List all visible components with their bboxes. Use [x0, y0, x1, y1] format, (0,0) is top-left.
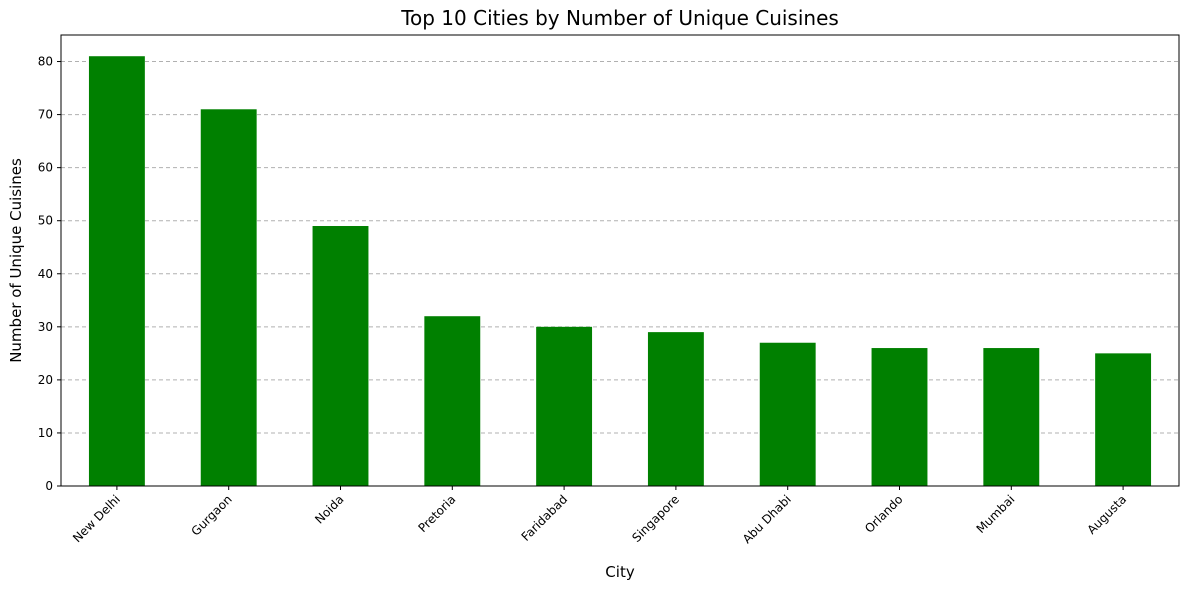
- x-tick-label: Gurgaon: [188, 492, 234, 538]
- bar: [871, 348, 928, 486]
- y-tick-label: 80: [38, 55, 53, 69]
- axes: [60, 34, 1180, 487]
- x-tick-label: Pretoria: [415, 492, 458, 535]
- chart-title: Top 10 Cities by Number of Unique Cuisin…: [400, 6, 839, 30]
- bar: [759, 342, 816, 486]
- x-tick-label: Mumbai: [974, 492, 1018, 536]
- y-tick-label: 30: [38, 320, 53, 334]
- x-tick-label: Orlando: [862, 492, 906, 536]
- bar: [536, 326, 593, 486]
- x-tick-label: Noida: [312, 492, 346, 526]
- y-tick-label: 20: [38, 373, 53, 387]
- x-axis-title: City: [605, 563, 635, 581]
- x-axis-ticks: New Delhi Gurgaon Noida Pretoria Faridabad Si…: [70, 486, 1129, 546]
- bar: [200, 109, 257, 487]
- bar: [647, 332, 704, 486]
- bar: [983, 348, 1040, 486]
- bar: [1095, 353, 1152, 486]
- x-tick-label: Abu Dhabi: [740, 492, 794, 546]
- y-axis-title: Number of Unique Cuisines: [7, 158, 25, 363]
- y-tick-label: 40: [38, 267, 53, 281]
- bar: [312, 226, 369, 486]
- y-axis-ticks: 0 10 20 30 40 50 60 70 80: [38, 55, 61, 493]
- x-tick-label: Singapore: [629, 492, 682, 545]
- bar: [424, 316, 481, 486]
- y-tick-label: 0: [45, 479, 53, 493]
- plot-frame: [60, 34, 1180, 487]
- x-tick-label: Augusta: [1084, 492, 1129, 537]
- y-tick-label: 70: [38, 108, 53, 122]
- y-tick-label: 60: [38, 161, 53, 175]
- y-tick-label: 10: [38, 426, 53, 440]
- y-tick-label: 50: [38, 214, 53, 228]
- bar: [88, 56, 145, 486]
- x-tick-label: New Delhi: [70, 492, 123, 545]
- x-tick-label: Faridabad: [519, 492, 571, 544]
- bars: [88, 56, 1152, 487]
